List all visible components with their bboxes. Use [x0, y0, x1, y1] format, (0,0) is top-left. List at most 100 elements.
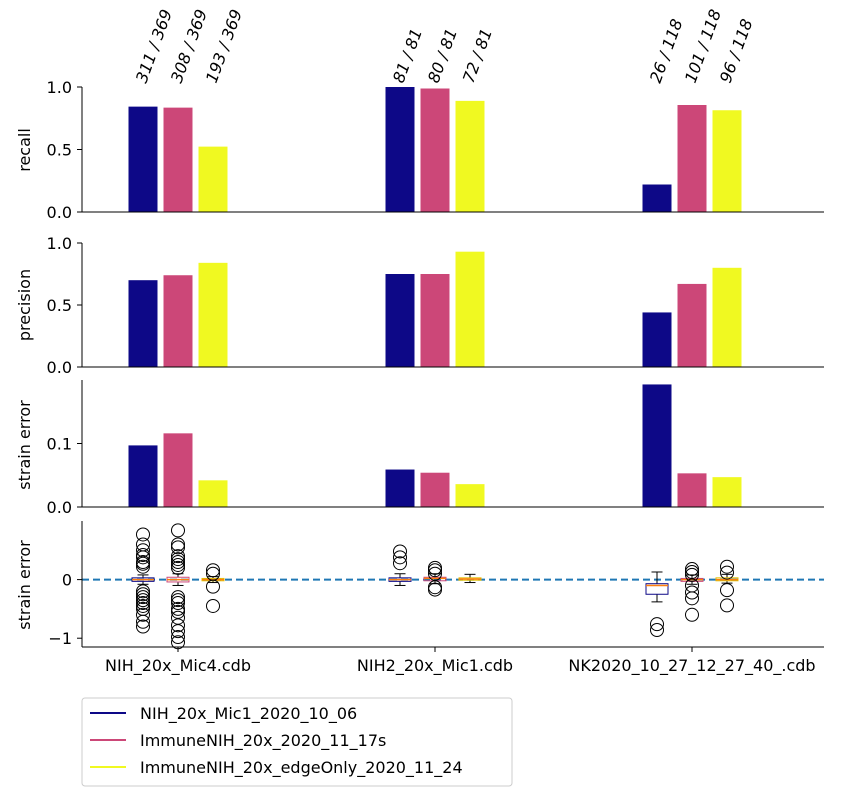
y-tick-label: −1 [48, 629, 72, 648]
x-tick-label: NK2020_10_27_12_27_40_.cdb [568, 656, 815, 676]
box-flier [393, 544, 407, 559]
box-flier [428, 582, 442, 597]
box-flier [171, 630, 185, 645]
bar-p2-c2-s2 [420, 274, 450, 367]
box-flier [136, 584, 150, 599]
box-flier [685, 585, 699, 600]
count-annotation: 72 / 81 [459, 26, 496, 85]
box-flier [206, 579, 220, 594]
box-flier [720, 565, 734, 580]
y-tick-label: 0.1 [47, 435, 72, 454]
bar-p3-c3-s3 [712, 477, 742, 507]
box-body-c3-s1 [645, 583, 669, 595]
box-flier [171, 549, 185, 564]
y-axis-label: strain error [15, 540, 34, 630]
bar-p3-c3-s1 [642, 384, 672, 507]
bar-p3-c2-s2 [420, 472, 450, 507]
x-tick-label: NIH2_20x_Mic1.cdb [357, 656, 513, 676]
y-tick-label: 0.0 [47, 498, 72, 517]
bar-p2-c3-s2 [677, 283, 707, 367]
legend-box [81, 697, 513, 787]
y-tick-label: 0.5 [47, 296, 72, 315]
box-flier [136, 607, 150, 622]
y-axis-label: precision [15, 269, 34, 341]
box-flier [650, 623, 664, 638]
bar-p2-c1-s3 [198, 262, 228, 367]
y-tick-label: 0.0 [47, 358, 72, 377]
box-flier [136, 596, 150, 611]
box-flier [171, 523, 185, 538]
box-flier [428, 563, 442, 578]
box-flier [685, 567, 699, 582]
y-axis-label: recall [15, 128, 34, 172]
count-annotation: 26 / 118 [646, 16, 687, 85]
box-flier [171, 557, 185, 572]
box-flier [720, 598, 734, 613]
box-flier [171, 618, 185, 633]
box-flier [136, 550, 150, 565]
box-flier [136, 559, 150, 574]
box-flier [171, 596, 185, 611]
box-flier [685, 562, 699, 577]
box-flier [206, 563, 220, 578]
box-flier [136, 587, 150, 602]
y-tick-label: 0.5 [47, 141, 72, 160]
y-axis-label: strain error [15, 400, 34, 490]
bar-p3-c2-s3 [455, 484, 485, 507]
legend-label-2: ImmuneNIH_20x_2020_11_17s [140, 731, 386, 751]
bar-p1-c3-s3 [712, 110, 742, 212]
bar-p2-c3-s1 [642, 312, 672, 367]
box-flier [685, 607, 699, 622]
box-flier [171, 604, 185, 619]
box-flier [136, 619, 150, 634]
box-flier [171, 593, 185, 608]
box-flier [171, 537, 185, 552]
bar-p2-c2-s3 [455, 251, 485, 367]
box-flier [136, 593, 150, 608]
box-flier [720, 583, 734, 598]
bar-p1-c3-s2 [677, 105, 707, 212]
box-flier [393, 550, 407, 565]
box-flier [171, 601, 185, 616]
bar-p1-c1-s2 [163, 107, 193, 212]
box-flier [171, 560, 185, 575]
count-annotation: 96 / 118 [716, 16, 757, 85]
box-flier [171, 590, 185, 605]
y-tick-label: 0.0 [47, 203, 72, 222]
bar-p1-c2-s2 [420, 88, 450, 212]
count-annotation: 80 / 81 [424, 26, 461, 85]
box-flier [171, 555, 185, 570]
box-flier [136, 527, 150, 542]
box-flier [171, 610, 185, 625]
box-flier [136, 537, 150, 552]
bar-p1-c1-s1 [128, 106, 158, 212]
bar-p2-c1-s1 [128, 280, 158, 367]
box-flier [136, 590, 150, 605]
y-tick-label: 1.0 [47, 78, 72, 97]
box-flier [136, 598, 150, 613]
box-flier [171, 624, 185, 639]
box-flier [171, 540, 185, 555]
box-flier [206, 598, 220, 613]
bar-p3-c3-s2 [677, 473, 707, 507]
bar-p2-c3-s3 [712, 267, 742, 367]
bar-p3-c1-s3 [198, 480, 228, 507]
box-flier [393, 556, 407, 571]
bar-p3-c1-s2 [163, 433, 193, 507]
box-flier [685, 591, 699, 606]
bar-p1-c2-s3 [455, 100, 485, 212]
y-tick-label: 1.0 [47, 234, 72, 253]
box-flier [136, 556, 150, 571]
x-tick-label: NIH_20x_Mic4.cdb [105, 656, 251, 676]
bar-p1-c1-s3 [198, 146, 228, 212]
legend-label-3: ImmuneNIH_20x_edgeOnly_2020_11_24 [140, 758, 463, 778]
count-annotation: 81 / 81 [389, 26, 426, 85]
bar-p1-c2-s1 [385, 87, 415, 212]
bar-p1-c3-s1 [642, 184, 672, 212]
box-flier [650, 617, 664, 632]
bar-p2-c2-s1 [385, 274, 415, 367]
legend-label-1: NIH_20x_Mic1_2020_10_06 [140, 704, 357, 724]
box-flier [136, 614, 150, 629]
box-flier [720, 559, 734, 574]
